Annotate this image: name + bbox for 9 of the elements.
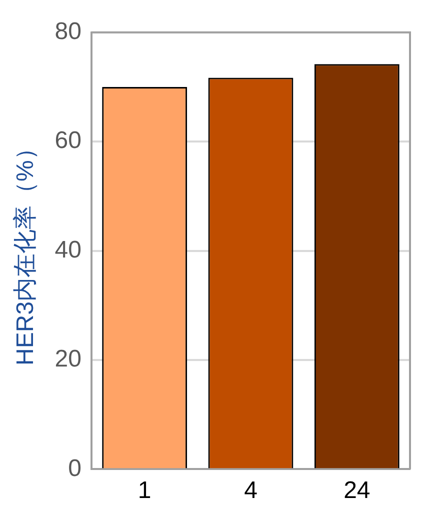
- x-tick-label: 1: [138, 477, 152, 504]
- x-tick-label: 4: [244, 477, 258, 504]
- y-tick-label: 40: [54, 236, 82, 264]
- y-axis-title: HER3内在化率（%）: [12, 136, 40, 366]
- y-tick-label: 20: [54, 346, 82, 373]
- y-tick-label: 0: [68, 454, 82, 482]
- x-tick-label: 24: [344, 477, 370, 504]
- y-tick-label: 80: [54, 18, 82, 46]
- y-tick-label: 60: [54, 127, 82, 154]
